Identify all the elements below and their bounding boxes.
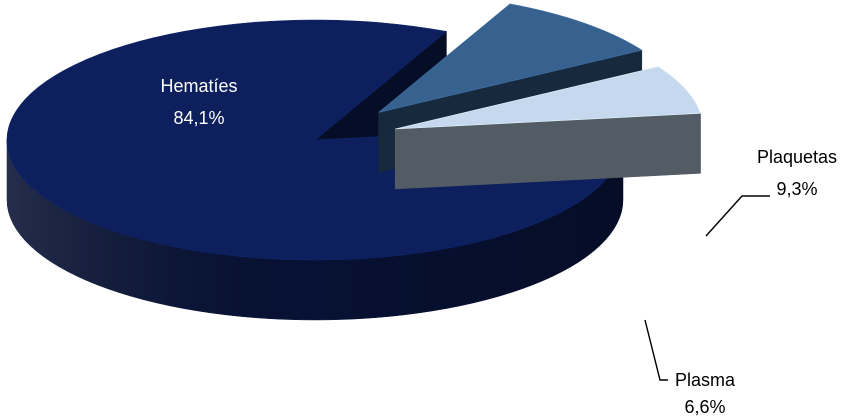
slice-plaquetas-top	[378, 3, 643, 113]
leader-line-plasma	[644, 319, 668, 381]
leader-line-plaquetas	[705, 195, 770, 237]
slice-hematies	[6, 19, 624, 321]
label-plaquetas: Plaquetas 9,3%	[757, 147, 837, 199]
slice-hematies-top	[6, 19, 624, 261]
label-plasma: Plasma 6,6%	[675, 370, 736, 417]
label-hematies: Hematíes 84,1%	[160, 76, 237, 128]
value-label-hematies: 84,1%	[173, 108, 224, 128]
category-label-plasma: Plasma	[675, 370, 736, 390]
category-label-hematies: Hematíes	[160, 76, 237, 96]
slice-hematies-outer-wall-shade	[7, 140, 623, 320]
slice-plasma-top	[395, 66, 701, 130]
value-label-plasma: 6,6%	[684, 397, 725, 417]
slices-layer	[6, 3, 701, 321]
slice-plasma	[394, 66, 701, 190]
category-label-plaquetas: Plaquetas	[757, 147, 837, 167]
value-label-plaquetas: 9,3%	[776, 179, 817, 199]
